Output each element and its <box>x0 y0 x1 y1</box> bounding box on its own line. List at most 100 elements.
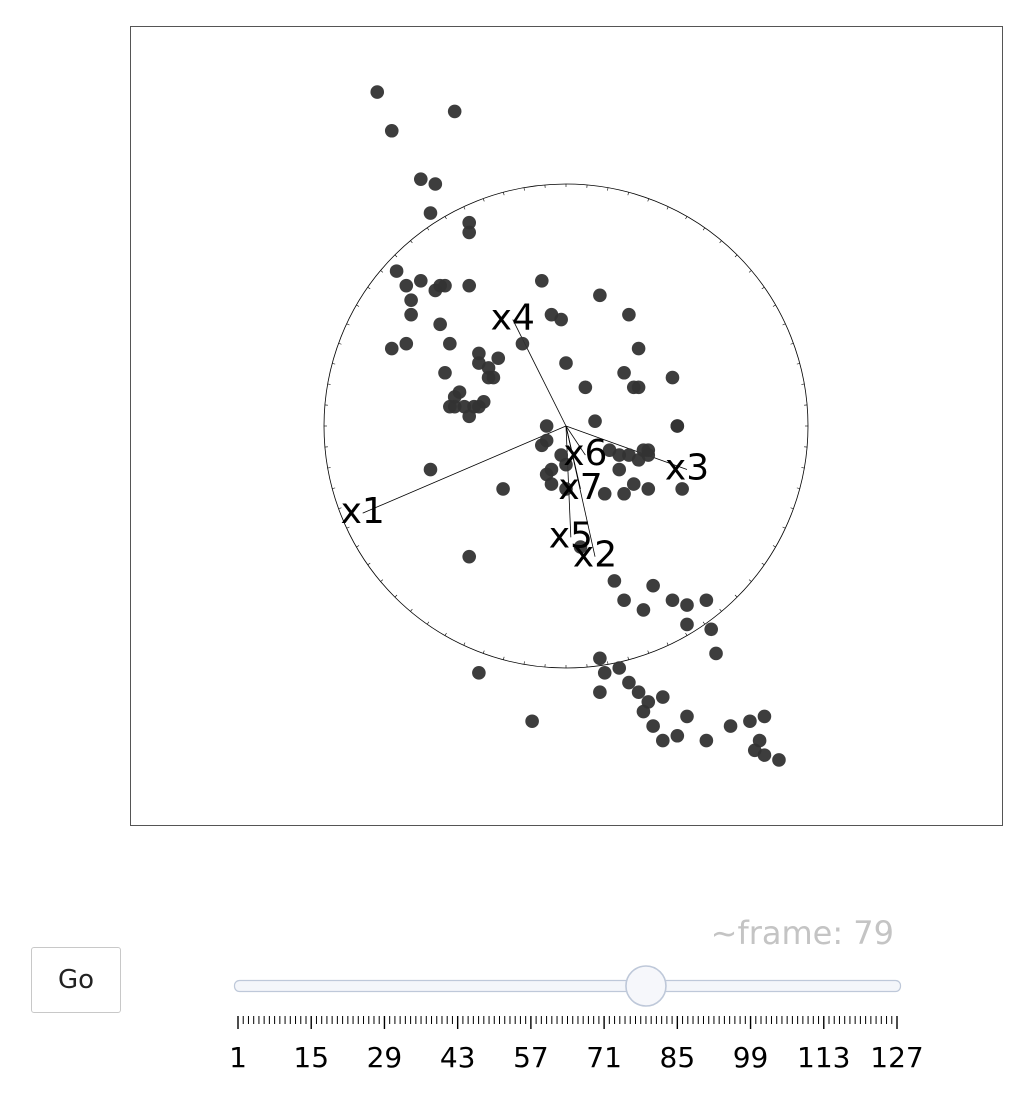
data-point <box>636 603 651 617</box>
axis-line-x1 <box>362 425 567 514</box>
circle-tick <box>444 216 447 220</box>
data-point <box>597 486 612 501</box>
data-point <box>631 380 646 395</box>
data-point <box>622 675 636 690</box>
data-point <box>709 646 723 661</box>
data-point <box>539 419 554 433</box>
data-point <box>704 622 718 637</box>
data-point <box>680 709 694 724</box>
circle-tick <box>463 642 466 646</box>
data-point <box>404 307 418 322</box>
axis-line-x5 <box>565 425 572 538</box>
data-point <box>641 482 656 496</box>
slider-tick-label: 57 <box>513 1041 549 1074</box>
data-point <box>699 593 714 608</box>
axis-label-x6: x6 <box>563 433 607 474</box>
data-point <box>612 661 627 675</box>
axis-line-x6 <box>565 425 586 456</box>
circle-tick <box>782 526 786 529</box>
axis-label-x2: x2 <box>573 535 617 576</box>
data-point <box>612 462 627 477</box>
slider-ticks <box>237 1016 898 1029</box>
slider-track[interactable] <box>233 979 902 993</box>
circle-tick <box>627 656 629 660</box>
data-point <box>593 685 607 699</box>
circle-tick <box>367 562 371 566</box>
circle-tick <box>790 507 794 510</box>
data-point <box>472 666 486 680</box>
data-point <box>597 666 612 680</box>
data-point <box>612 448 627 462</box>
circle-tick <box>356 545 360 548</box>
data-point <box>593 288 607 303</box>
data-point <box>472 346 486 361</box>
circle-tick <box>356 304 360 307</box>
data-point <box>462 215 477 230</box>
data-point <box>670 419 685 433</box>
slider-tick-label: 29 <box>367 1041 403 1074</box>
slider-tick-label: 71 <box>586 1041 622 1074</box>
data-point <box>559 356 573 370</box>
slider-tick-label: 1 <box>229 1041 247 1074</box>
data-point <box>656 690 670 704</box>
circle-tick <box>719 240 722 244</box>
go-button[interactable]: Go <box>31 947 121 1013</box>
data-point <box>607 574 622 588</box>
data-point <box>535 438 549 453</box>
data-point <box>622 307 636 322</box>
data-point <box>631 685 646 699</box>
data-point <box>399 278 414 293</box>
data-point <box>462 225 477 240</box>
circle-tick <box>647 650 650 654</box>
data-point <box>428 177 443 191</box>
axis-line-x3 <box>565 425 688 470</box>
data-point <box>462 409 477 424</box>
data-point <box>544 477 559 491</box>
circle-tick <box>367 286 371 290</box>
data-point <box>617 486 631 501</box>
data-point <box>525 714 539 729</box>
circle-tick <box>627 192 629 196</box>
data-point <box>462 278 477 293</box>
circle-tick <box>380 270 384 273</box>
data-point <box>573 540 588 554</box>
slider-handle[interactable] <box>625 965 667 1007</box>
data-point <box>438 365 452 380</box>
data-point <box>665 593 680 608</box>
data-point <box>626 477 641 491</box>
circle-tick <box>685 632 688 636</box>
circle-tick <box>444 632 447 636</box>
data-point <box>496 482 510 496</box>
circle-tick <box>380 579 384 582</box>
data-point <box>680 617 694 632</box>
unit-circle <box>323 183 809 669</box>
circle-tick <box>607 187 609 191</box>
data-point <box>636 443 651 458</box>
circle-tick <box>338 507 342 510</box>
circle-tick <box>702 227 706 231</box>
data-point <box>559 457 573 472</box>
circle-tick <box>772 545 776 548</box>
slider-tick-label: 99 <box>733 1041 769 1074</box>
data-point <box>399 336 414 351</box>
circle-tick <box>801 467 805 469</box>
data-point <box>414 274 428 288</box>
data-point <box>617 365 631 380</box>
data-point <box>631 341 646 356</box>
data-point <box>423 206 438 220</box>
data-point <box>636 704 651 719</box>
data-point <box>462 549 477 564</box>
data-point <box>617 593 631 608</box>
circle-tick <box>327 383 331 385</box>
circle-tick <box>761 562 765 566</box>
data-point <box>370 85 385 99</box>
circle-tick <box>685 216 688 220</box>
circle-tick <box>482 650 485 654</box>
data-point <box>588 414 602 428</box>
data-point <box>665 370 680 385</box>
frame-value: 79 <box>853 914 894 952</box>
data-point <box>554 312 568 327</box>
data-point <box>656 733 670 748</box>
axis-line-x7 <box>565 425 581 490</box>
